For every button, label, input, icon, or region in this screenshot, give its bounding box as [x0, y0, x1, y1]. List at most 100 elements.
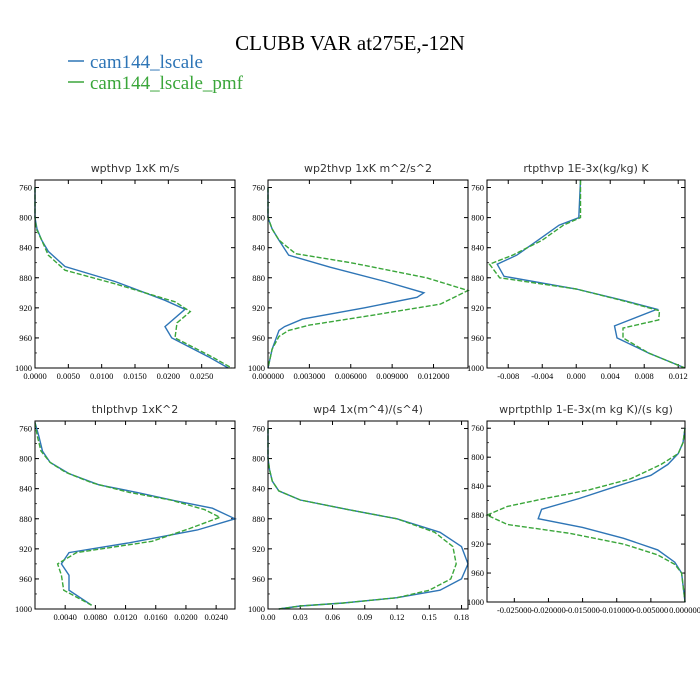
x-tick-label: 0.03 — [293, 612, 308, 622]
x-tick-label: 0.012 — [669, 371, 688, 381]
y-tick-label: 800 — [19, 454, 32, 464]
legend-label-lscale-pmf: cam144_lscale_pmf — [90, 73, 244, 94]
series-line-lscale — [34, 422, 237, 606]
panel-3: rtpthvp 1E-3x(kg/kg) K 760 800 840 880 920 960… — [467, 162, 688, 381]
panels: wpthvp 1xK m/s76080084088092096010000.00… — [15, 162, 700, 622]
y-tick-label: 920 — [252, 303, 265, 313]
legend: cam144_lscale cam144_lscale_pmf — [68, 52, 244, 94]
y-tick-label: 840 — [471, 481, 484, 491]
x-tick-label: 0.0080 — [84, 612, 107, 622]
x-tick-label: 0.0000 — [23, 371, 46, 381]
x-tick-label: 0.000000 — [669, 605, 700, 615]
y-tick-label: 960 — [471, 568, 484, 578]
plot-frame — [486, 420, 686, 603]
panel-6: wprtpthlp 1-E-3x(m kg K)/(s kg) 760 800 840… — [467, 403, 700, 615]
y-tick-label: 920 — [471, 303, 484, 313]
x-tick-label: 0.09 — [357, 612, 372, 622]
y-tick-label: 960 — [252, 574, 265, 584]
panel-title: rtpthvp 1E-3x(kg/kg) K — [523, 162, 649, 175]
series-line-lscale-pmf — [34, 187, 233, 369]
x-tick-label: -0.015000 — [565, 605, 600, 615]
series-line-lscale-pmf — [488, 180, 686, 369]
plot-frame — [34, 179, 236, 369]
y-tick-label: 760 — [19, 424, 32, 434]
y-tick-label: 760 — [252, 424, 265, 434]
y-tick-label: 960 — [19, 333, 32, 343]
legend-label-lscale: cam144_lscale — [90, 52, 203, 73]
x-tick-label: 0.0200 — [157, 371, 180, 381]
x-tick-label: -0.008 — [497, 371, 519, 381]
y-tick-label: 760 — [19, 183, 32, 193]
x-tick-label: 0.000 — [567, 371, 586, 381]
y-tick-label: 800 — [252, 213, 265, 223]
x-tick-label: 0.000000 — [252, 371, 284, 381]
x-tick-label: 0.0120 — [114, 612, 137, 622]
x-tick-label: 0.0250 — [190, 371, 213, 381]
y-tick-label: 1000 — [467, 363, 484, 373]
x-tick-label: 0.06 — [325, 612, 340, 622]
y-tick-label: 840 — [19, 484, 32, 494]
y-tick-label: 760 — [471, 423, 484, 433]
panel-5: wp4 1x(m^4)/(s^4)76080084088092096010000… — [248, 403, 469, 622]
x-tick-label: 0.012000 — [418, 371, 450, 381]
panel-title: wp4 1x(m^4)/(s^4) — [313, 403, 423, 416]
series-line-lscale — [267, 187, 426, 369]
x-tick-label: -0.025000 — [497, 605, 532, 615]
x-tick-label: -0.010000 — [599, 605, 634, 615]
y-tick-label: 880 — [19, 514, 32, 524]
panel-title: wpthvp 1xK m/s — [91, 162, 180, 175]
y-tick-label: 960 — [471, 333, 484, 343]
plot-frame — [267, 179, 469, 369]
x-tick-label: 0.008 — [635, 371, 654, 381]
y-tick-label: 840 — [252, 484, 265, 494]
x-tick-label: 0.004 — [601, 371, 621, 381]
y-tick-label: 800 — [19, 213, 32, 223]
panel-4: thlpthvp 1xK^2 760 800 840 880 920 960 1000 0.00… — [15, 403, 237, 622]
series-line-lscale-pmf — [485, 428, 686, 603]
y-tick-label: 1000 — [467, 597, 484, 607]
series-line-lscale — [34, 187, 229, 369]
y-tick-label: 880 — [252, 273, 265, 283]
plot-frame — [486, 179, 686, 369]
series-line-lscale — [267, 428, 469, 610]
plot-frame — [34, 420, 236, 610]
y-tick-label: 920 — [471, 539, 484, 549]
y-tick-label: 880 — [19, 273, 32, 283]
y-tick-label: 880 — [471, 510, 484, 520]
x-tick-label: 0.18 — [454, 612, 469, 622]
series-line-lscale-pmf — [34, 422, 222, 606]
y-tick-label: 920 — [252, 544, 265, 554]
y-tick-label: 840 — [19, 243, 32, 253]
panel-2: wp2thvp 1xK m^2/s^2 760 800 840 880 920 960 100… — [248, 162, 470, 381]
panel-title: wprtpthlp 1-E-3x(m kg K)/(s kg) — [499, 403, 673, 416]
x-tick-label: 0.0100 — [90, 371, 113, 381]
y-tick-label: 840 — [471, 243, 484, 253]
x-tick-label: -0.004 — [531, 371, 554, 381]
y-tick-label: 800 — [252, 454, 265, 464]
y-tick-label: 1000 — [248, 604, 265, 614]
y-tick-label: 1000 — [15, 363, 32, 373]
panel-title: thlpthvp 1xK^2 — [92, 403, 179, 416]
x-tick-label: 0.003000 — [293, 371, 325, 381]
y-tick-label: 1000 — [248, 363, 265, 373]
x-tick-label: 0.0150 — [123, 371, 146, 381]
y-tick-label: 760 — [471, 183, 484, 193]
y-tick-label: 920 — [19, 544, 32, 554]
series-line-lscale — [537, 428, 686, 603]
panel-title: wp2thvp 1xK m^2/s^2 — [304, 162, 432, 175]
x-tick-label: 0.12 — [390, 612, 405, 622]
x-tick-label: 0.0200 — [174, 612, 197, 622]
y-tick-label: 960 — [252, 333, 265, 343]
y-tick-label: 880 — [252, 514, 265, 524]
y-tick-label: 840 — [252, 243, 265, 253]
y-tick-label: 920 — [19, 303, 32, 313]
y-tick-label: 960 — [19, 574, 32, 584]
x-tick-label: 0.0040 — [54, 612, 77, 622]
y-tick-label: 880 — [471, 273, 484, 283]
y-tick-label: 1000 — [15, 604, 32, 614]
series-line-lscale — [496, 179, 686, 369]
x-tick-label: -0.020000 — [531, 605, 566, 615]
x-tick-label: 0.009000 — [376, 371, 408, 381]
x-tick-label: 0.00 — [261, 612, 276, 622]
